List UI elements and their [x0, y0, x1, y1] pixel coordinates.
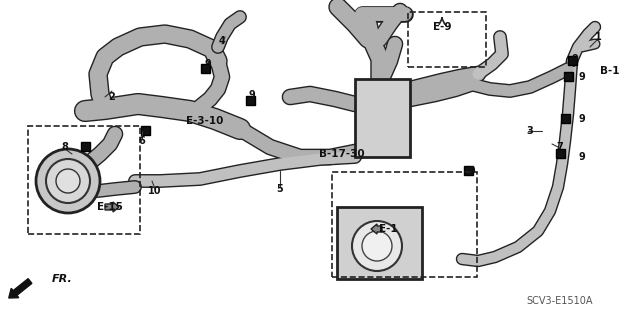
Bar	[463, 167, 472, 175]
Bar	[81, 143, 90, 152]
Text: 9: 9	[468, 166, 476, 176]
Text: 9: 9	[572, 54, 579, 64]
Text: 7: 7	[557, 142, 563, 152]
Bar	[337, 207, 422, 279]
Bar	[556, 150, 564, 159]
Polygon shape	[355, 79, 410, 157]
Text: 9: 9	[579, 114, 586, 124]
FancyArrow shape	[105, 202, 119, 212]
FancyArrow shape	[371, 224, 382, 234]
Text: 6: 6	[139, 136, 145, 146]
Text: 9: 9	[579, 152, 586, 162]
Text: 9: 9	[248, 90, 255, 100]
Bar	[28, 126, 140, 234]
Text: 10: 10	[148, 186, 162, 196]
Circle shape	[362, 231, 392, 261]
Text: E-1: E-1	[379, 224, 397, 234]
Bar	[141, 127, 150, 136]
Text: B-17-30: B-17-30	[319, 149, 365, 159]
Text: E-3-10: E-3-10	[186, 116, 224, 126]
Text: 8: 8	[61, 142, 68, 152]
Text: E-9: E-9	[433, 22, 451, 32]
Circle shape	[352, 221, 402, 271]
Text: B-1: B-1	[600, 66, 620, 76]
Circle shape	[46, 159, 90, 203]
Bar	[332, 172, 477, 277]
Bar	[568, 56, 577, 65]
Text: 9: 9	[579, 72, 586, 82]
Bar	[408, 12, 486, 67]
Text: FR.: FR.	[52, 274, 73, 284]
Text: 5: 5	[276, 184, 284, 194]
Text: 2: 2	[109, 92, 115, 102]
Text: SCV3-E1510A: SCV3-E1510A	[527, 296, 593, 306]
Circle shape	[56, 169, 80, 193]
Bar	[563, 72, 573, 81]
Bar	[200, 64, 209, 73]
Text: 4: 4	[219, 36, 225, 46]
Text: E-15: E-15	[97, 202, 123, 212]
Bar	[246, 97, 255, 106]
Circle shape	[36, 149, 100, 213]
Text: 1: 1	[595, 32, 602, 42]
Text: 3: 3	[527, 126, 533, 136]
FancyArrow shape	[9, 279, 32, 298]
Text: 9: 9	[205, 59, 211, 69]
Bar	[561, 115, 570, 123]
